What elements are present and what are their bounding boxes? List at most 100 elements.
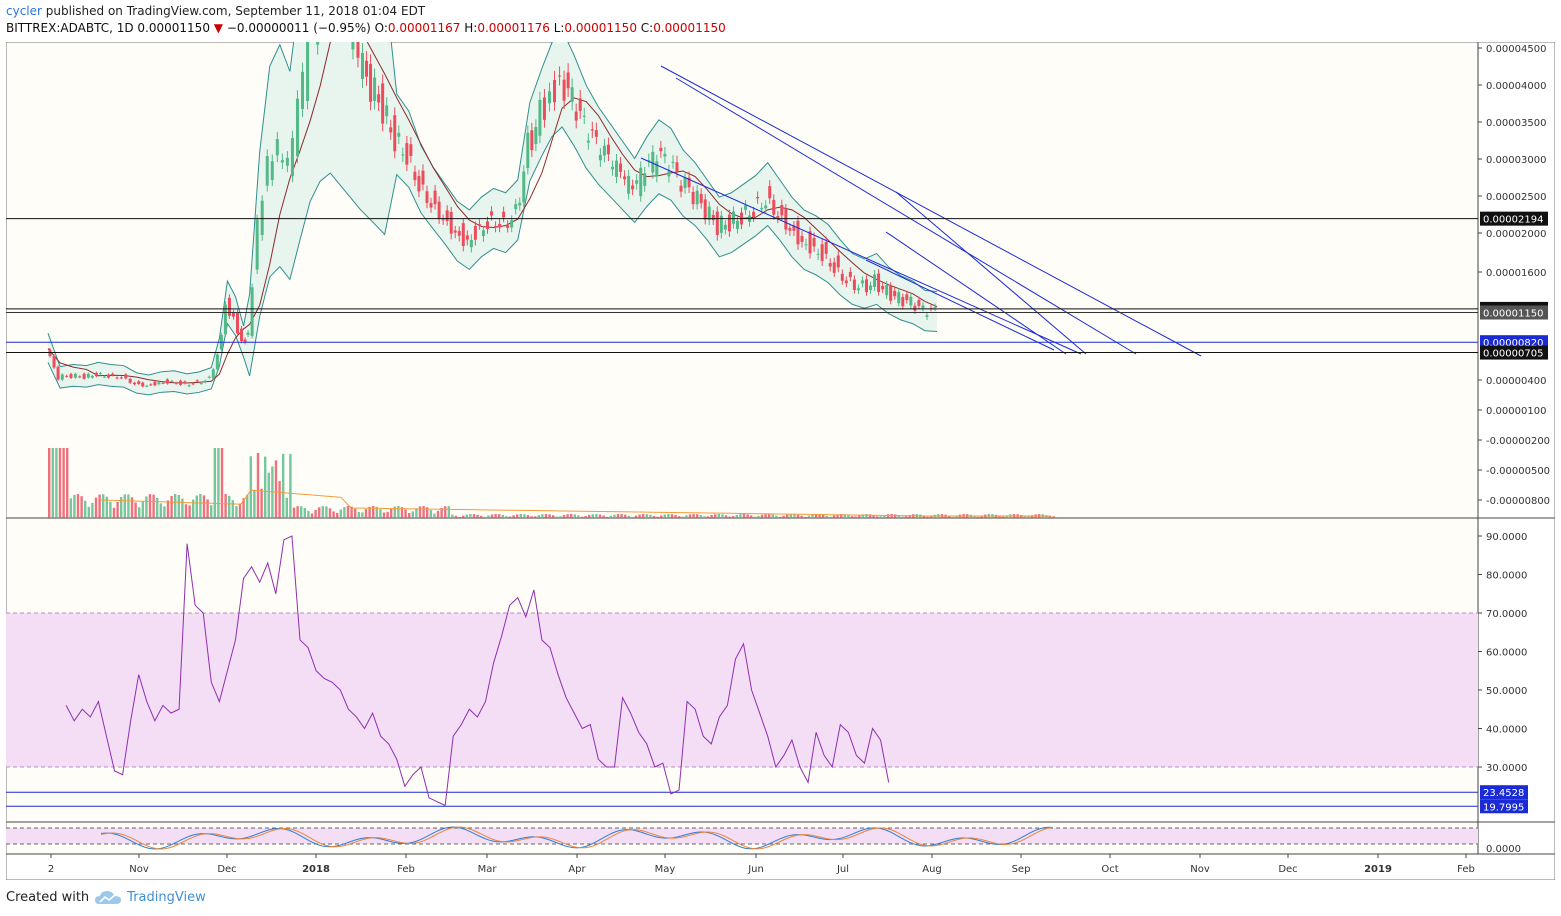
volume-bar (739, 514, 742, 518)
volume-bar (631, 516, 634, 518)
author-link[interactable]: cycler (6, 4, 42, 18)
candle-body (703, 199, 707, 220)
volume-bar (872, 515, 875, 518)
volume-bar (667, 514, 670, 518)
volume-bar (372, 506, 375, 518)
candle-body (250, 287, 254, 337)
volume-bar (94, 497, 98, 518)
chart-area[interactable]: 0.000021940.000011900.000011500.00000820… (5, 41, 1556, 881)
candle-body (752, 211, 756, 217)
candle-body (893, 290, 897, 297)
candle-body (631, 185, 635, 190)
time-tick-label: Dec (217, 864, 236, 875)
volume-bar (678, 516, 681, 518)
time-tick-label: Mar (478, 864, 498, 875)
level-badge (1480, 211, 1548, 226)
volume-bar (87, 506, 90, 518)
candle-body (285, 157, 289, 166)
price-tick-label: -0.00000800 (1486, 496, 1550, 507)
trendline (885, 231, 1067, 355)
candle-body (856, 288, 860, 291)
volume-bar (598, 514, 602, 518)
volume-bar (580, 516, 584, 518)
volume-bar (260, 488, 263, 518)
volume-bar (624, 514, 627, 518)
level-badge (1480, 305, 1548, 320)
volume-bar (357, 511, 360, 518)
volume-bar (505, 516, 508, 518)
price-tick-label: 0.00002500 (1486, 192, 1546, 203)
candle-body (441, 219, 445, 221)
volume-bar (174, 494, 177, 518)
volume-bar (591, 514, 594, 518)
volume-bar (832, 515, 836, 518)
candle-body (768, 186, 772, 199)
volume-bar (116, 501, 119, 518)
volume-bar (897, 515, 900, 518)
open-label: O: (374, 21, 388, 35)
candle-body (215, 354, 219, 370)
candle-body (534, 126, 538, 145)
volume-bar (494, 514, 497, 518)
candle-body (421, 170, 425, 185)
volume-bar (66, 448, 69, 518)
candle-body (723, 224, 727, 230)
volume-bar (681, 516, 684, 518)
volume-bar (490, 514, 494, 518)
volume-bar (440, 507, 443, 518)
volume-bar (307, 510, 310, 518)
rsi-tick-label: 90.0000 (1486, 532, 1527, 543)
volume-bar (264, 456, 267, 518)
open-value: 0.00001167 (387, 21, 461, 35)
candle-body (683, 177, 687, 189)
candle-body (161, 382, 165, 384)
volume-bar (508, 516, 512, 518)
time-tick-label: Nov (1190, 864, 1210, 875)
volume-bar (670, 514, 674, 518)
tradingview-brand-link[interactable]: TradingView (127, 890, 206, 905)
volume-bar (256, 453, 260, 518)
close-label: C: (640, 21, 654, 35)
candle-body (473, 226, 477, 240)
volume-bar (177, 495, 180, 518)
volume-bar (876, 516, 879, 518)
volume-bar (696, 514, 699, 518)
candle-body (655, 161, 659, 177)
candle-body (102, 376, 106, 378)
volume-bar (411, 511, 414, 518)
candle-body (547, 91, 551, 104)
volume-bar (735, 514, 738, 518)
trendline (865, 259, 1055, 351)
candle-body (877, 273, 881, 292)
volume-bar (868, 514, 872, 518)
volume-bar (436, 510, 440, 518)
chart-svg[interactable]: 0.000021940.000011900.000011500.00000820… (5, 41, 1556, 881)
volume-bars (48, 448, 1055, 518)
time-tick-label: Jun (747, 864, 764, 875)
volume-bar (152, 494, 155, 518)
volume-bar (922, 515, 926, 518)
volume-bar (462, 515, 465, 518)
volume-bar (130, 497, 134, 518)
volume-bar (566, 514, 569, 518)
candle-body (240, 328, 244, 342)
candle-body (506, 224, 510, 228)
volume-bar (454, 515, 458, 518)
candle-body (115, 377, 119, 379)
candle-body (667, 171, 671, 177)
candle-body (836, 255, 840, 268)
candle-body (707, 206, 711, 221)
candle-body (933, 306, 937, 308)
trendline (640, 157, 1082, 355)
volume-bar (544, 514, 548, 518)
volume-bar (69, 498, 72, 518)
volume-bar (526, 515, 530, 518)
price-tick-label: 0.00004500 (1486, 44, 1546, 55)
volume-bar (714, 514, 717, 518)
candle-body (659, 147, 663, 152)
volume-bar (562, 514, 566, 518)
volume-bar (156, 497, 159, 518)
candle-body (477, 224, 481, 226)
candle-body (429, 203, 433, 208)
candle-body (691, 192, 695, 205)
